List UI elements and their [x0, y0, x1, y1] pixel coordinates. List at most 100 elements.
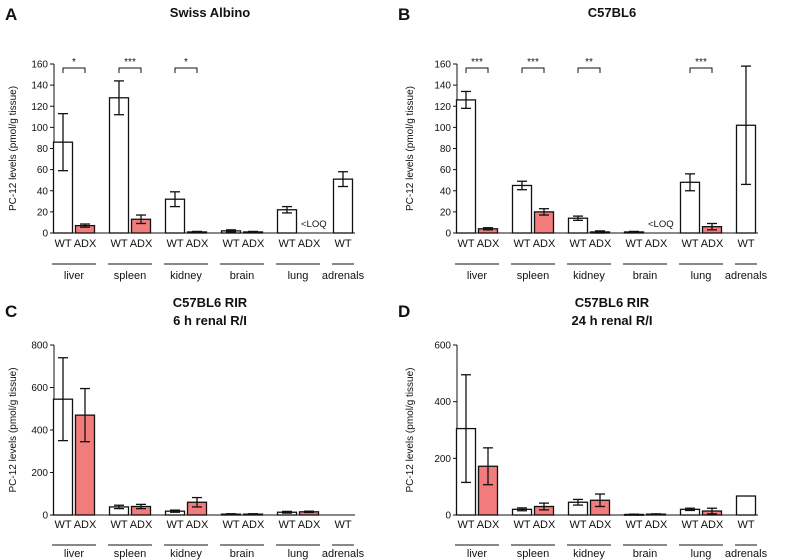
chart-title: Swiss Albino: [170, 5, 250, 20]
group-label-spleen: spleen: [517, 548, 549, 560]
x-category-label: ADX: [477, 519, 500, 531]
y-tick-label: 160: [434, 60, 451, 71]
y-tick-label: 60: [37, 165, 49, 176]
x-category-label: WT: [569, 519, 586, 531]
x-category-label: WT: [457, 238, 474, 250]
significance-label: *: [72, 57, 76, 68]
group-label-brain: brain: [633, 548, 657, 560]
y-tick-label: 160: [31, 60, 48, 71]
group-label-adrenals: adrenals: [725, 270, 768, 282]
x-category-label: WT: [625, 519, 642, 531]
significance-label: ***: [124, 57, 136, 68]
x-category-label: ADX: [74, 238, 97, 250]
panel-letter: C: [5, 302, 17, 321]
x-category-label: ADX: [242, 519, 265, 531]
x-category-label: WT: [54, 519, 71, 531]
significance-label: ***: [695, 57, 707, 68]
y-tick-label: 140: [434, 81, 451, 92]
group-label-brain: brain: [633, 270, 657, 282]
y-tick-label: 600: [434, 341, 451, 352]
bar-liver-wt: [455, 99, 477, 234]
x-category-label: WT: [681, 238, 698, 250]
y-tick-label: 140: [31, 81, 48, 92]
significance-bracket: [465, 67, 489, 73]
x-category-label: ADX: [242, 238, 265, 250]
group-label-kidney: kidney: [170, 548, 202, 560]
bar-spleen-wt: [108, 97, 130, 234]
group-label-lung: lung: [691, 270, 712, 282]
y-tick-label: 60: [440, 165, 452, 176]
x-category-label: ADX: [701, 519, 724, 531]
y-tick-label: 400: [434, 397, 451, 408]
x-category-label: WT: [166, 238, 183, 250]
x-category-label: ADX: [186, 519, 209, 531]
group-label-liver: liver: [467, 270, 488, 282]
chart-panel-a: A Swiss Albino PC-12 levels (pmol/g tissue…: [5, 5, 365, 282]
significance-bracket: [118, 67, 142, 73]
significance-label: ***: [527, 57, 539, 68]
x-category-label: WT: [222, 519, 239, 531]
x-category-label: ADX: [533, 238, 556, 250]
x-category-label: ADX: [186, 238, 209, 250]
significance-bracket: [62, 67, 86, 73]
x-category-label: WT: [737, 238, 754, 250]
chart-title: 6 h renal R/I: [173, 313, 247, 328]
x-category-label: ADX: [477, 238, 500, 250]
group-label-liver: liver: [64, 270, 85, 282]
y-tick-label: 80: [37, 144, 49, 155]
group-label-kidney: kidney: [170, 270, 202, 282]
x-category-label: WT: [222, 238, 239, 250]
x-category-label: WT: [278, 238, 295, 250]
chart-title: C57BL6 RIR: [575, 295, 650, 310]
loq-note: <LOQ: [648, 219, 674, 230]
y-tick-label: 400: [31, 426, 48, 437]
y-tick-label: 40: [440, 186, 452, 197]
group-label-kidney: kidney: [573, 270, 605, 282]
chart-panel-c: C C57BL6 RIR 6 h renal R/I PC-12 levels (pm…: [5, 295, 365, 560]
group-label-adrenals: adrenals: [725, 548, 768, 560]
group-label-adrenals: adrenals: [322, 270, 365, 282]
group-label-brain: brain: [230, 270, 254, 282]
x-category-label: ADX: [533, 519, 556, 531]
group-label-lung: lung: [288, 270, 309, 282]
chart-panel-b: B C57BL6 PC-12 levels (pmol/g tissue) 0 20 40…: [398, 5, 768, 282]
group-label-lung: lung: [691, 548, 712, 560]
x-category-label: ADX: [74, 519, 97, 531]
chart-title: C57BL6: [588, 5, 636, 20]
x-category-label: WT: [334, 519, 351, 531]
x-category-label: WT: [513, 238, 530, 250]
y-axis-label: PC-12 levels (pmol/g tissue): [8, 367, 19, 492]
y-tick-label: 0: [42, 229, 48, 240]
x-category-label: WT: [166, 519, 183, 531]
x-category-label: WT: [625, 238, 642, 250]
group-label-lung: lung: [288, 548, 309, 560]
x-category-label: WT: [54, 238, 71, 250]
x-category-label: WT: [457, 519, 474, 531]
y-tick-label: 800: [31, 341, 48, 352]
x-category-label: WT: [278, 519, 295, 531]
x-category-label: ADX: [298, 519, 321, 531]
significance-bracket: [521, 67, 545, 73]
x-category-label: ADX: [130, 519, 153, 531]
group-label-liver: liver: [64, 548, 85, 560]
y-tick-label: 40: [37, 186, 49, 197]
significance-label: ***: [471, 57, 483, 68]
significance-bracket: [689, 67, 713, 73]
group-label-adrenals: adrenals: [322, 548, 365, 560]
x-category-label: WT: [681, 519, 698, 531]
group-label-spleen: spleen: [517, 270, 549, 282]
y-axis-label: PC-12 levels (pmol/g tissue): [8, 86, 19, 211]
y-tick-label: 20: [440, 207, 452, 218]
chart-panel-d: D C57BL6 RIR 24 h renal R/I PC-12 levels (p…: [398, 295, 768, 560]
x-category-label: WT: [513, 519, 530, 531]
y-tick-label: 120: [31, 102, 48, 113]
group-label-spleen: spleen: [114, 270, 146, 282]
y-tick-label: 80: [440, 144, 452, 155]
chart-title: C57BL6 RIR: [173, 295, 248, 310]
y-tick-label: 100: [31, 123, 48, 134]
y-tick-label: 120: [434, 102, 451, 113]
y-tick-label: 0: [445, 229, 451, 240]
y-tick-label: 0: [445, 511, 451, 522]
chart-title: 24 h renal R/I: [572, 313, 653, 328]
